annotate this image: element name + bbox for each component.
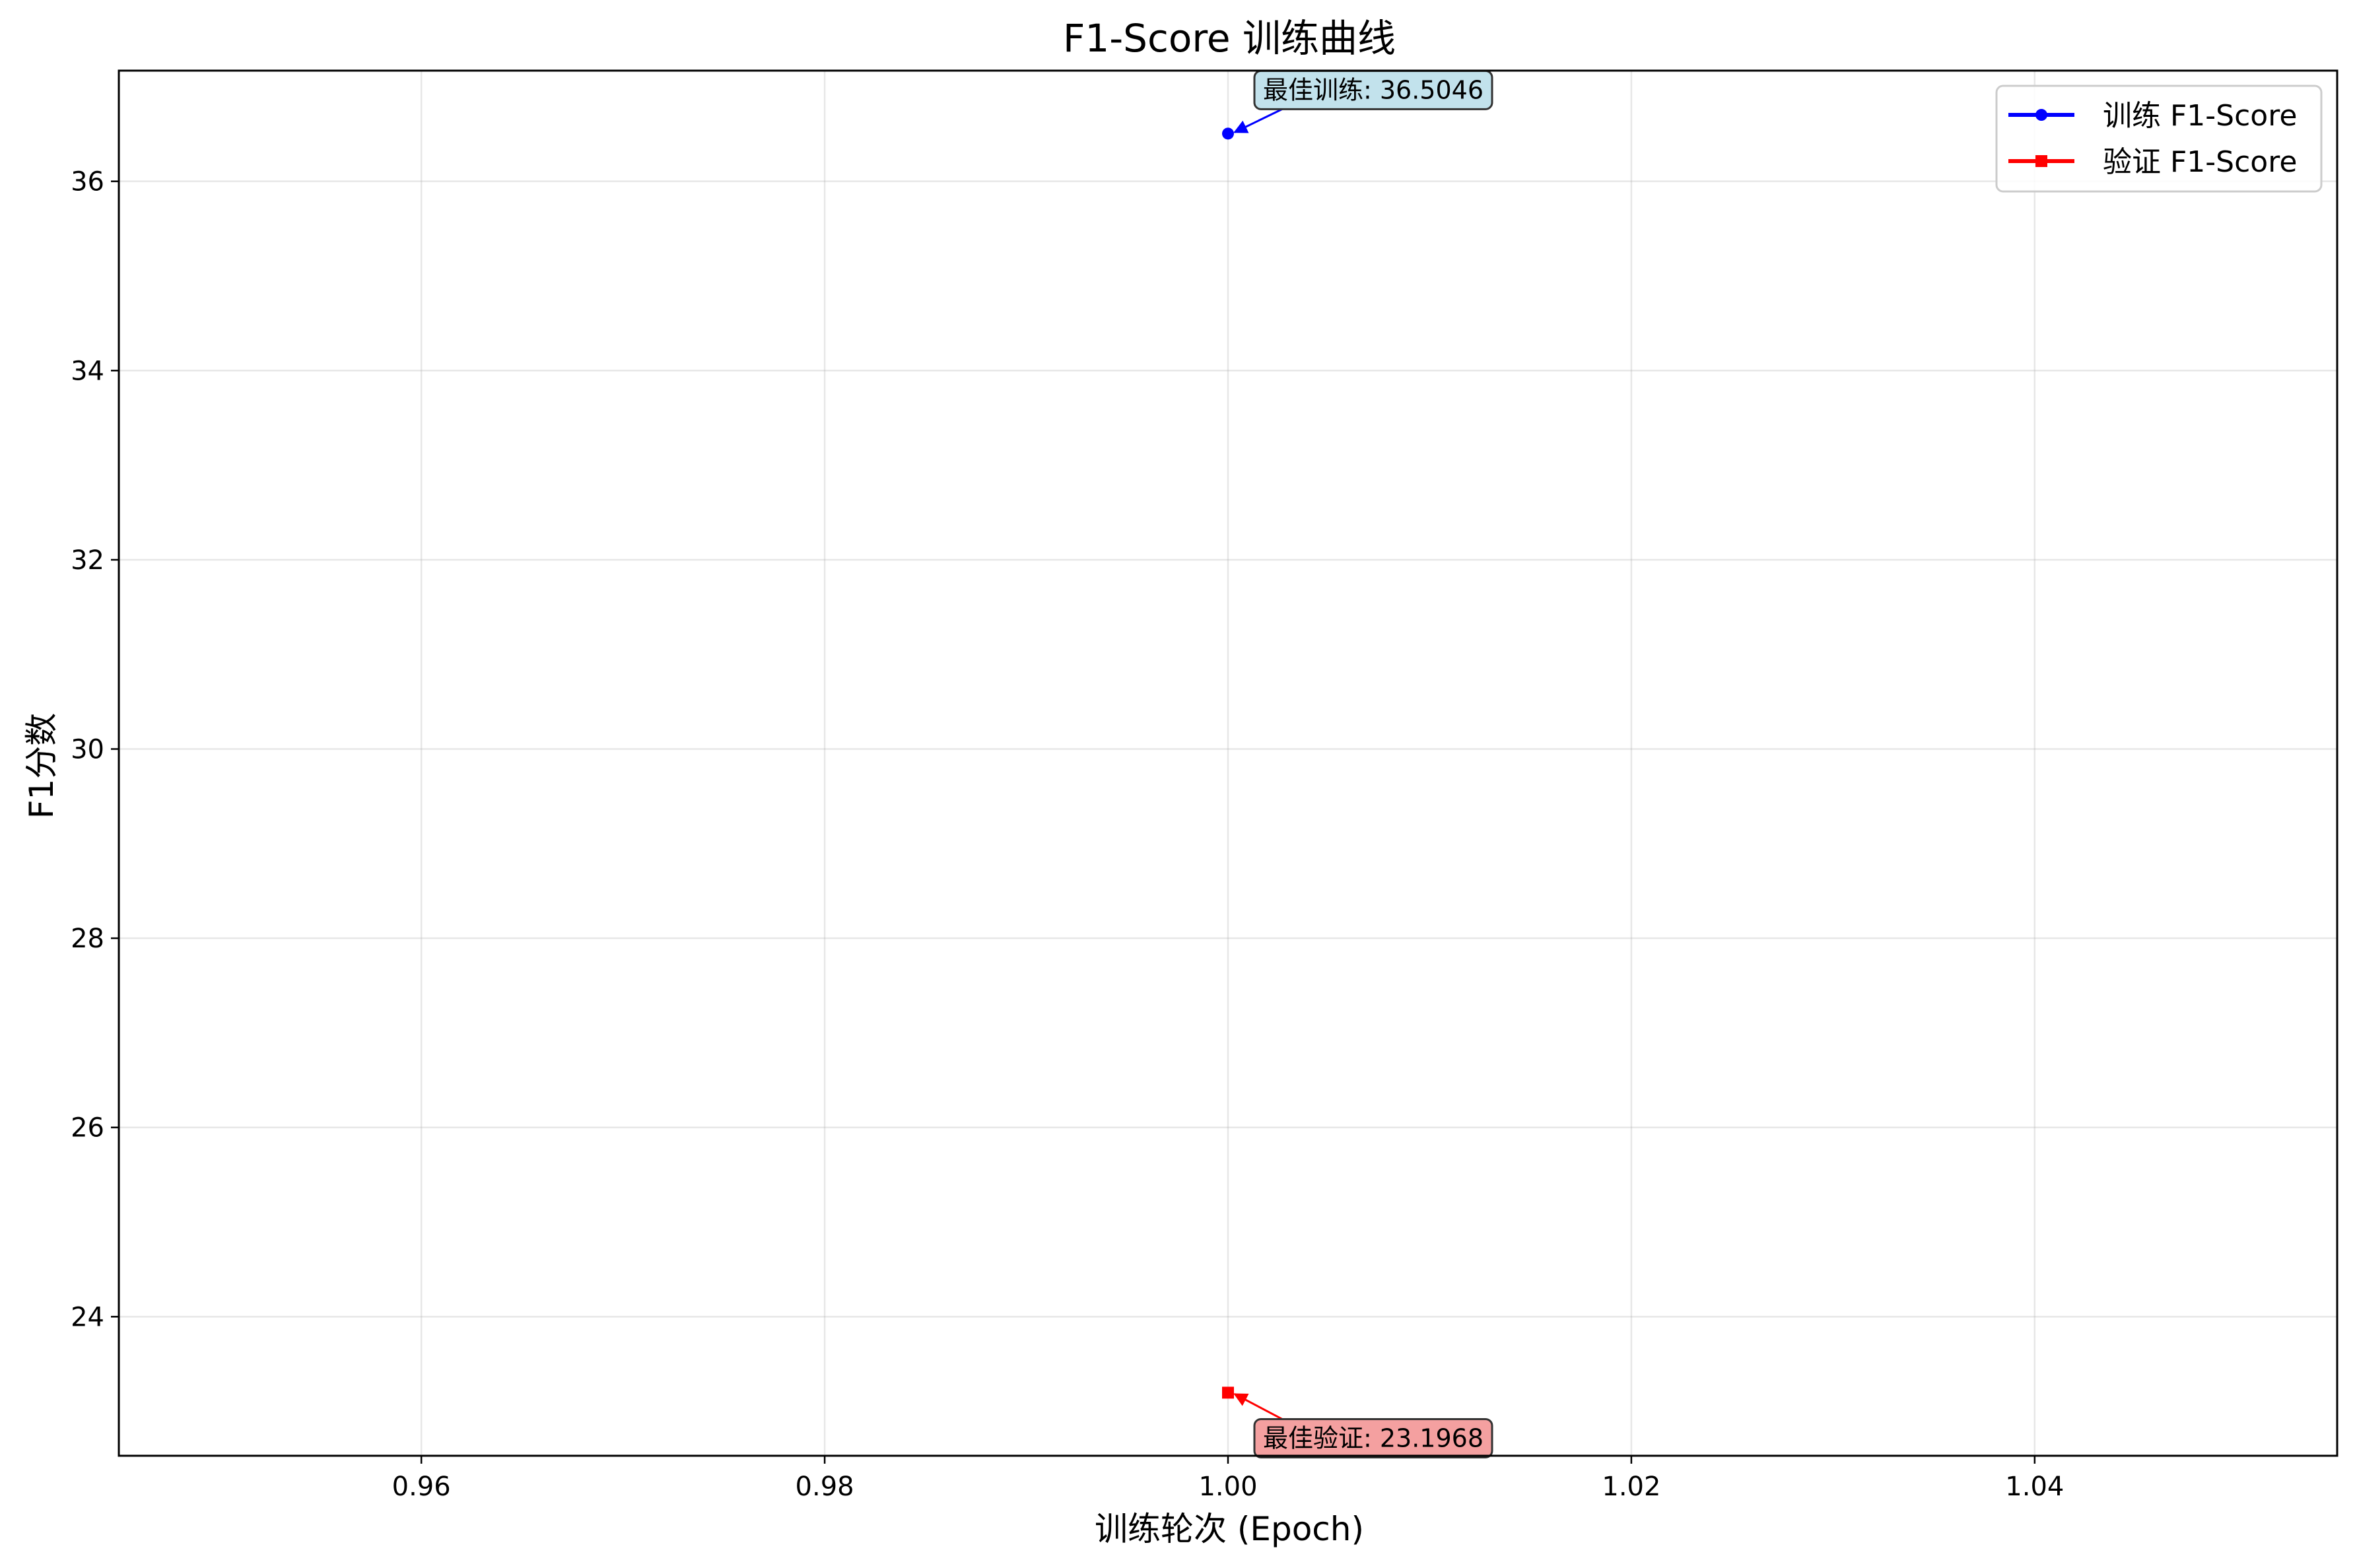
plot-frame <box>118 69 2338 1457</box>
chart-title: F1-Score 训练曲线 <box>1063 16 1396 61</box>
legend-box <box>1995 85 2323 193</box>
y-tick-label: 26 <box>71 1113 104 1143</box>
x-axis: 0.96 0.98 1.00 1.02 1.04 <box>392 1456 2064 1502</box>
y-tick-label: 24 <box>71 1302 104 1332</box>
y-axis-label: F1分数 <box>22 713 61 819</box>
y-tick-label: 28 <box>71 924 104 954</box>
x-tick-label: 1.02 <box>1602 1472 1660 1502</box>
y-tick-label: 36 <box>71 167 104 197</box>
x-axis-label: 训练轮次 (Epoch) <box>1095 1510 1364 1548</box>
legend-marker-val <box>2035 155 2047 167</box>
x-tick-label: 0.96 <box>392 1472 451 1502</box>
annotation-box <box>1253 1417 1493 1458</box>
legend-label-val: 验证 F1-Score <box>2103 145 2297 179</box>
annotation-layer: 最佳训练: 36.5046 最佳验证: 23.1968 <box>1233 69 1493 1458</box>
y-tick-label: 30 <box>71 735 104 765</box>
data-point-val <box>1222 1386 1234 1399</box>
data-point-train <box>1222 127 1234 140</box>
legend-marker-train <box>2035 109 2047 121</box>
y-tick-label: 34 <box>71 356 104 386</box>
x-tick-label: 1.00 <box>1198 1472 1257 1502</box>
legend-label-train: 训练 F1-Score <box>2103 99 2297 133</box>
y-tick-label: 32 <box>71 545 104 576</box>
annotation-best-train: 最佳训练: 36.5046 <box>1263 75 1484 104</box>
annotation-best-val: 最佳验证: 23.1968 <box>1263 1423 1484 1452</box>
annotation-arrow <box>1233 1393 1283 1420</box>
series-layer <box>1222 127 1234 1399</box>
legend: 训练 F1-Score 验证 F1-Score <box>1995 85 2323 193</box>
annotation-arrow <box>1233 108 1283 133</box>
grid-lines <box>119 71 2337 1456</box>
x-tick-label: 0.98 <box>796 1472 854 1502</box>
y-axis: 24 26 28 30 32 34 36 <box>71 167 119 1332</box>
x-tick-label: 1.04 <box>2005 1472 2064 1502</box>
